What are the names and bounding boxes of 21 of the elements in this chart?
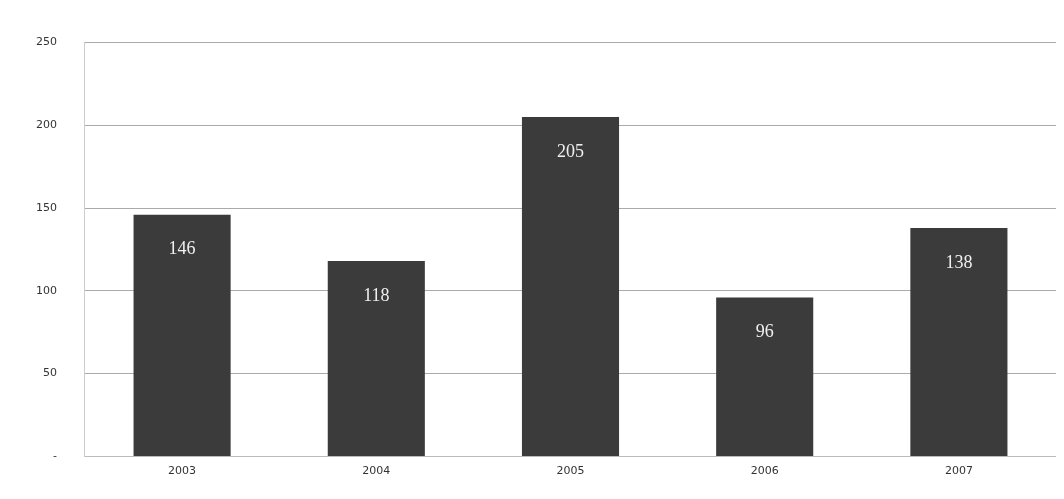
data-label: 205	[557, 140, 584, 161]
x-tick-label: 2004	[362, 463, 391, 477]
bar	[327, 261, 425, 456]
data-label: 118	[363, 284, 390, 305]
data-label: 138	[945, 251, 973, 272]
y-tick-label: -	[53, 449, 58, 463]
x-tick-label: 2003	[168, 463, 197, 477]
y-tick-label: 100	[36, 283, 57, 297]
bar	[716, 297, 814, 456]
data-label: 146	[168, 238, 196, 259]
x-tick-label: 2007	[944, 463, 973, 477]
y-tick-label: 50	[43, 366, 57, 380]
y-tick-label: 150	[36, 200, 57, 214]
x-tick-label: 2005	[556, 463, 585, 477]
bar	[910, 227, 1008, 456]
bar	[133, 214, 231, 456]
y-tick-label: 250	[36, 35, 57, 49]
data-label: 96	[755, 321, 774, 342]
y-tick-label: 200	[36, 118, 57, 132]
x-tick-label: 2006	[750, 463, 779, 477]
bar	[521, 117, 620, 456]
